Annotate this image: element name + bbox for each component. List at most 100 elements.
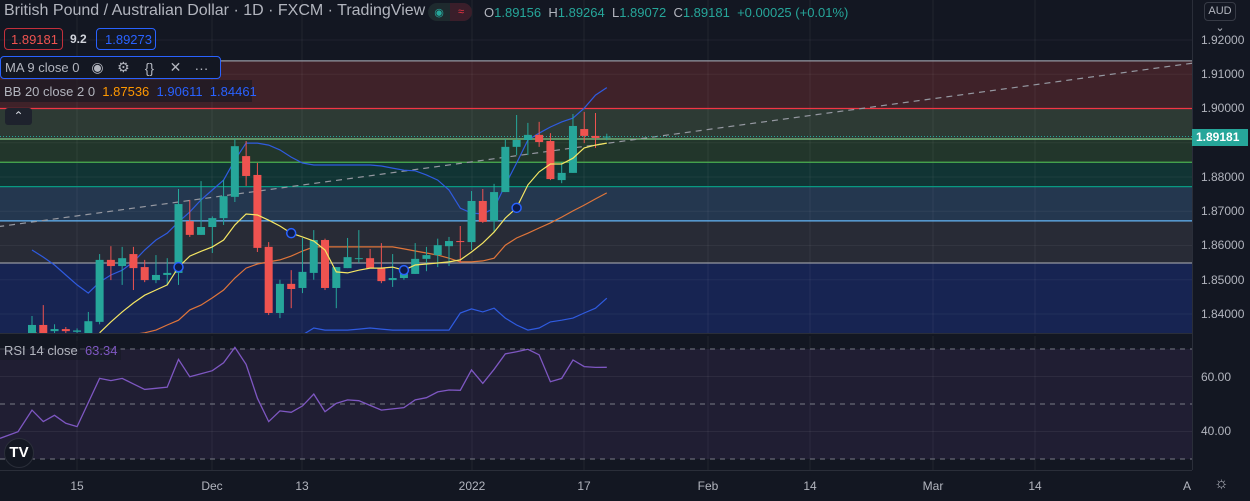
candle-down xyxy=(546,141,555,180)
candle-up xyxy=(343,257,352,269)
high-value: 1.89264 xyxy=(557,5,605,20)
change-value: +0.00025 (+0.01%) xyxy=(737,5,849,20)
candle-up xyxy=(174,204,183,273)
candle-down xyxy=(253,174,262,248)
current-price-label: 1.89181 xyxy=(1192,129,1248,146)
low-label: L xyxy=(611,5,620,20)
candle-down xyxy=(287,283,296,289)
candle-down xyxy=(140,267,149,281)
data-delay-icon: ≈ xyxy=(450,3,472,21)
buy-button[interactable]: 1.89273 xyxy=(96,28,156,50)
tradingview-logo[interactable]: TV xyxy=(4,438,34,468)
signal-marker xyxy=(511,202,522,214)
price-label: 1.87000 xyxy=(1201,204,1245,218)
bb-basis-value: 1.87536 xyxy=(102,84,150,99)
candle-up xyxy=(557,172,566,181)
rsi-line xyxy=(0,346,607,439)
eye-icon[interactable]: ◉ xyxy=(91,59,104,75)
time-label: 13 xyxy=(295,479,309,493)
bb-basis-line xyxy=(31,192,608,334)
fib-zone xyxy=(0,186,1192,221)
chart-settings-icon[interactable]: ☼ xyxy=(1214,475,1229,492)
candle-down xyxy=(39,324,48,334)
spread-value: 9.2 xyxy=(70,32,87,46)
candle-up xyxy=(197,227,206,235)
candle-up xyxy=(275,283,284,313)
price-axis[interactable]: 1.92000 1.91000 1.90000 1.88000 1.87000 … xyxy=(1192,0,1250,470)
candle-down xyxy=(106,259,115,267)
candle-up xyxy=(50,329,59,332)
candle-down xyxy=(591,135,600,138)
price-label: 1.84000 xyxy=(1201,307,1245,321)
fib-zone xyxy=(0,262,1192,333)
open-label: O xyxy=(484,5,495,20)
currency-dropdown[interactable]: AUD ⌄ xyxy=(1204,2,1236,34)
ohlc-readout: O1.89156 H1.89264 L1.89072 C1.89181 +0.0… xyxy=(484,5,848,20)
candle-up xyxy=(151,274,160,281)
market-status[interactable]: ◉ ≈ xyxy=(428,3,472,21)
candle-down xyxy=(366,258,375,269)
candle-up xyxy=(399,272,408,279)
collapse-legend-button[interactable]: ⌃ xyxy=(5,108,32,125)
rsi-axis-label: 60.00 xyxy=(1201,370,1232,384)
candle-up xyxy=(444,241,453,247)
fib-zone xyxy=(0,162,1192,187)
candle-up xyxy=(163,272,172,275)
sell-button[interactable]: 1.89181 xyxy=(4,28,63,50)
candle-up xyxy=(523,134,532,141)
high-label: H xyxy=(548,5,558,20)
signal-marker xyxy=(173,261,184,273)
time-label: Mar xyxy=(922,479,944,493)
fib-zone xyxy=(0,138,1192,163)
candle-up xyxy=(95,259,104,322)
source-code-icon[interactable]: {} xyxy=(144,59,155,76)
candle-down xyxy=(478,200,487,222)
candle-up xyxy=(411,258,420,274)
candle-up xyxy=(433,245,442,256)
time-label: 17 xyxy=(577,479,591,493)
symbol-title[interactable]: British Pound / Australian Dollar · 1D ·… xyxy=(4,2,426,19)
candle-up xyxy=(28,324,36,334)
close-label: C xyxy=(673,5,683,20)
rsi-legend[interactable]: RSI 14 close 63.34 xyxy=(0,341,122,360)
ma-legend-label: MA 9 close 0 xyxy=(5,60,80,75)
time-label: 14 xyxy=(1028,479,1042,493)
rsi-chart[interactable] xyxy=(0,336,1192,470)
gear-icon[interactable]: ⚙ xyxy=(117,59,130,75)
bb-legend[interactable]: BB 20 close 2 0 1.87536 1.90611 1.84461 xyxy=(0,80,257,102)
price-label: 1.86000 xyxy=(1201,238,1245,252)
close-value: 1.89181 xyxy=(682,5,730,20)
rsi-axis-label: 40.00 xyxy=(1201,424,1232,438)
rsi-legend-value: 63.34 xyxy=(84,343,118,358)
close-icon[interactable]: ✕ xyxy=(169,59,182,75)
signal-marker xyxy=(398,264,410,276)
price-label: 1.92000 xyxy=(1201,33,1245,47)
more-icon[interactable]: ··· xyxy=(194,59,209,76)
candle-up xyxy=(501,146,510,193)
price-label: 1.85000 xyxy=(1201,273,1245,287)
candle-up xyxy=(208,218,217,228)
time-label: Feb xyxy=(697,479,719,493)
candle-up xyxy=(354,258,363,260)
candle-down xyxy=(129,254,138,269)
candle-down xyxy=(580,129,589,136)
time-axis[interactable]: 15 Dec 13 2022 17 Feb 14 Mar 14 A xyxy=(0,470,1192,501)
candle-up xyxy=(219,196,228,219)
ma9-line xyxy=(99,142,607,334)
price-label: 1.88000 xyxy=(1201,170,1245,184)
bb-upper-line xyxy=(31,87,608,294)
price-label: 1.91000 xyxy=(1201,67,1245,81)
bb-lower-line xyxy=(302,297,608,334)
candle-down xyxy=(264,246,273,313)
candle-up xyxy=(309,240,318,273)
candle-down xyxy=(242,156,251,176)
open-value: 1.89156 xyxy=(494,5,542,20)
ma-legend[interactable]: MA 9 close 0 ◉ ⚙ {} ✕ ··· xyxy=(0,56,221,79)
time-label: A xyxy=(1182,479,1192,493)
candle-up xyxy=(230,146,239,197)
time-label: 15 xyxy=(70,479,84,493)
candle-up xyxy=(568,125,577,173)
price-chart[interactable] xyxy=(0,0,1192,334)
market-open-icon: ◉ xyxy=(434,6,444,19)
candle-up xyxy=(467,200,476,243)
